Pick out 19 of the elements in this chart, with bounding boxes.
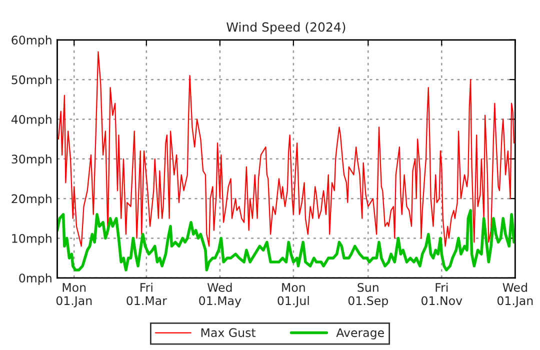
chart-title: Wind Speed (2024) (226, 22, 346, 34)
y-tick-label: 20mph (12, 194, 52, 206)
x-tick-label: Wed 01.May (199, 282, 242, 308)
x-tick-label: Fri 01.Nov (422, 282, 462, 306)
line-series (58, 51, 515, 247)
y-tick-label: 40mph (11, 114, 52, 126)
x-tick-label: Sun 01.Sep (348, 282, 388, 308)
line-series (57, 209, 516, 272)
x-tick-label: Mon 01.Jan (56, 283, 92, 308)
x-tick-label: Mon 01.Jul (278, 283, 309, 308)
y-tick-label: 10mph (12, 234, 52, 246)
legend-label: Average (336, 328, 384, 340)
x-tick-label: Wed 01.Jan (497, 282, 533, 308)
x-tick-label: Fri 01.Mar (126, 282, 167, 306)
y-tick-label: 0mph (19, 273, 52, 285)
legend-label: Max Gust (201, 328, 256, 338)
y-tick-label: 60mph (12, 35, 52, 47)
y-tick-label: 50mph (12, 75, 52, 87)
y-tick-label: 30mph (12, 154, 52, 166)
